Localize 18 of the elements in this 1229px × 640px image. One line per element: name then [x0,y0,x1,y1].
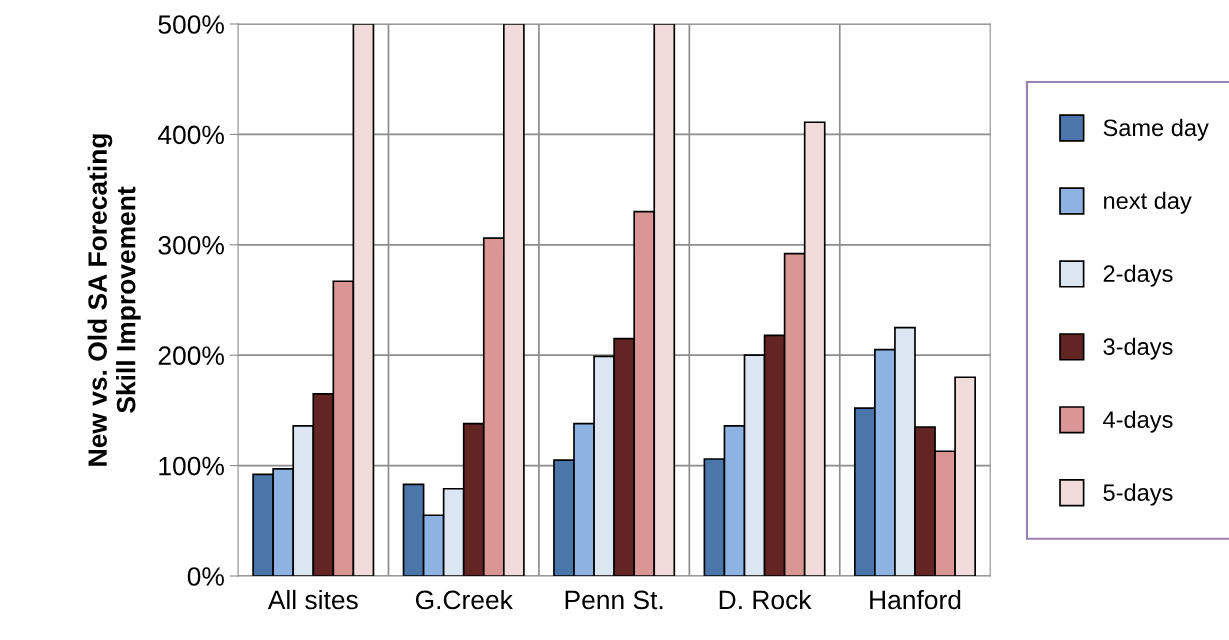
y-tick-label: 200% [158,346,224,366]
legend-label: 3-days [1103,337,1173,360]
legend-label: next day [1104,191,1192,214]
legend-label: Same day [1103,118,1209,141]
y-tick-label: 0% [187,567,224,586]
y-tick-label: 300% [158,235,224,255]
x-tick-label: Hanford [870,589,961,610]
x-tick-label: Penn St. [565,590,663,610]
y-tick-label: 100% [159,456,224,476]
y-tick-label: 400% [157,125,224,145]
legend-label: 2-days [1103,264,1173,287]
y-tick-label: 500% [158,15,224,34]
x-tick-label: G.Creek [415,589,513,610]
legend-label: 4-days [1103,410,1173,433]
x-tick-label: D. Rock [719,589,812,610]
y-axis-title: New vs. Old SA Forecating Skill Improvement [87,134,141,466]
x-tick-label: All sites [267,589,358,610]
legend-label: 5-days [1103,483,1173,506]
